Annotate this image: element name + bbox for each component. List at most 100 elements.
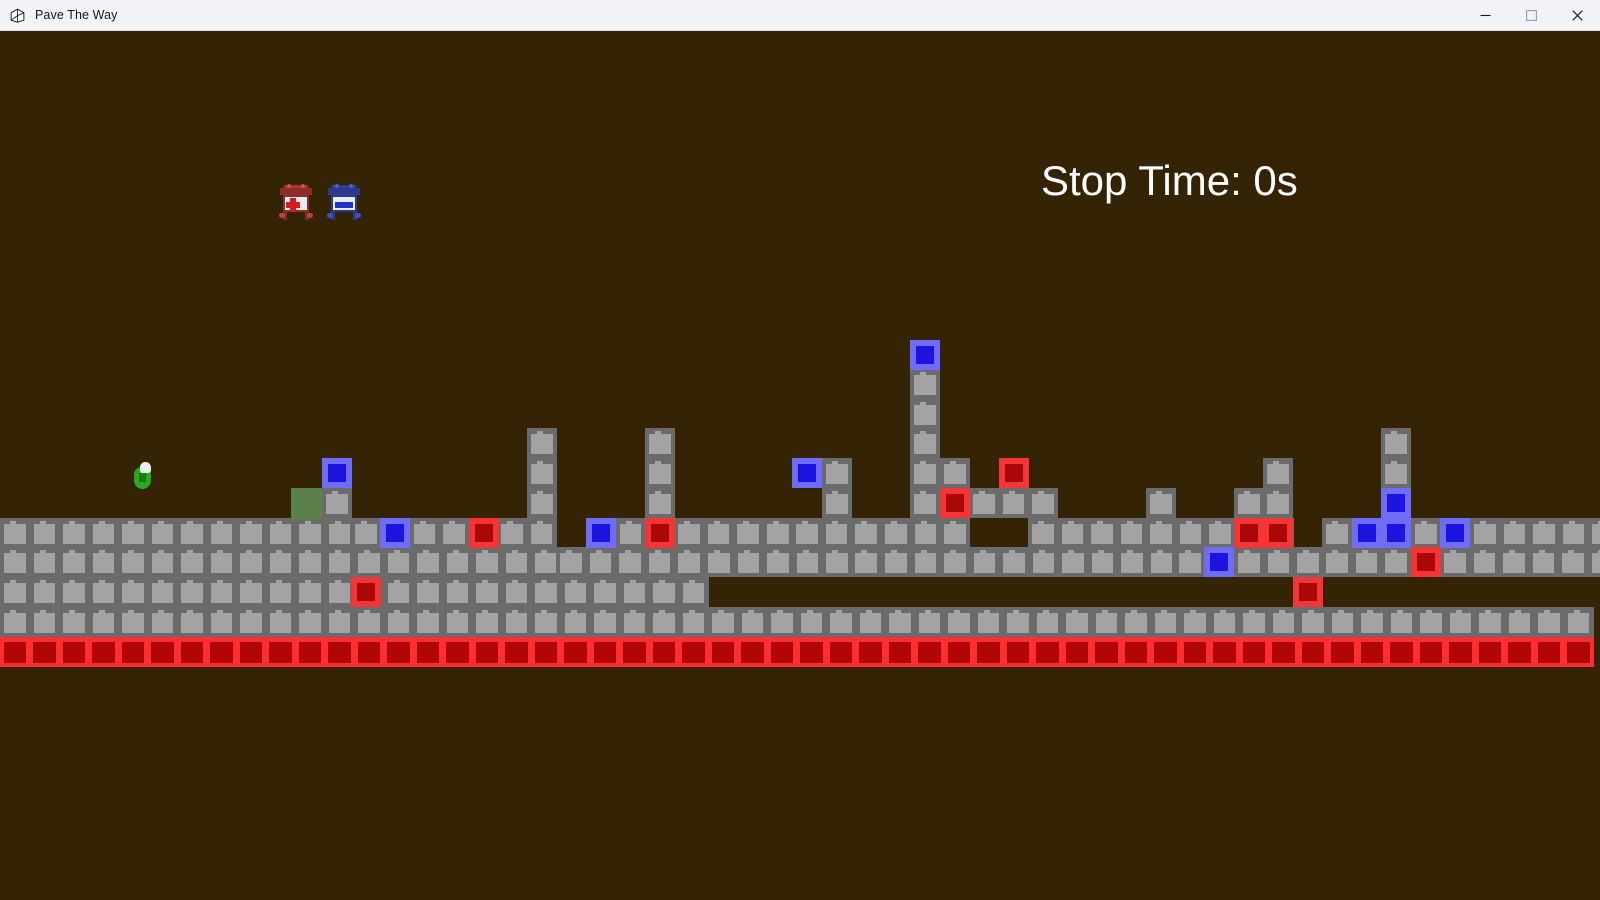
stone-block[interactable] bbox=[527, 458, 557, 488]
stone-block[interactable] bbox=[118, 547, 148, 577]
hazard-lava-block[interactable] bbox=[737, 637, 768, 667]
stone-block[interactable] bbox=[645, 428, 675, 458]
stone-block[interactable] bbox=[295, 577, 325, 607]
maximize-button[interactable] bbox=[1508, 0, 1554, 31]
hazard-lava-block[interactable] bbox=[1327, 637, 1358, 667]
hazard-lava-block[interactable] bbox=[1534, 637, 1564, 667]
hazard-lava-block[interactable] bbox=[177, 637, 207, 667]
stone-block[interactable] bbox=[1180, 607, 1210, 637]
hazard-lava-block[interactable] bbox=[383, 637, 414, 667]
hazard-lava-block[interactable] bbox=[1386, 637, 1417, 667]
stone-block[interactable] bbox=[324, 577, 355, 607]
hazard-lava-block[interactable] bbox=[324, 637, 355, 667]
stone-block[interactable] bbox=[177, 607, 207, 637]
stone-block[interactable] bbox=[1534, 607, 1564, 637]
stone-block[interactable] bbox=[147, 577, 178, 607]
stone-block[interactable] bbox=[910, 458, 940, 488]
stone-block[interactable] bbox=[1529, 518, 1559, 548]
blue-power-block[interactable] bbox=[322, 458, 352, 488]
stone-block[interactable] bbox=[973, 607, 1004, 637]
stone-block[interactable] bbox=[1327, 607, 1358, 637]
stone-block[interactable] bbox=[1470, 518, 1500, 548]
stone-block[interactable] bbox=[644, 547, 675, 577]
stone-block[interactable] bbox=[383, 607, 414, 637]
stone-block[interactable] bbox=[118, 518, 148, 548]
stone-block[interactable] bbox=[703, 518, 734, 548]
stone-block[interactable] bbox=[1504, 607, 1535, 637]
stone-block[interactable] bbox=[674, 547, 704, 577]
stone-block[interactable] bbox=[295, 607, 325, 637]
stone-block[interactable] bbox=[147, 518, 178, 548]
stone-block[interactable] bbox=[1440, 547, 1470, 577]
minimize-button[interactable] bbox=[1462, 0, 1508, 31]
stone-block[interactable] bbox=[585, 547, 616, 577]
stone-block[interactable] bbox=[118, 607, 148, 637]
stone-block[interactable] bbox=[1146, 547, 1177, 577]
stone-block[interactable] bbox=[1381, 547, 1411, 577]
stone-block[interactable] bbox=[1087, 547, 1118, 577]
hazard-lava-block[interactable] bbox=[619, 637, 650, 667]
stone-block[interactable] bbox=[826, 607, 856, 637]
stone-block[interactable] bbox=[147, 607, 178, 637]
stone-block[interactable] bbox=[851, 518, 881, 548]
hazard-lava-block[interactable] bbox=[0, 637, 30, 667]
hazard-lava-block[interactable] bbox=[1357, 637, 1387, 667]
stone-block[interactable] bbox=[1146, 488, 1176, 518]
stone-block[interactable] bbox=[1032, 607, 1063, 637]
red-power-block[interactable] bbox=[645, 518, 675, 548]
red-power-block[interactable] bbox=[1293, 577, 1323, 607]
stone-block[interactable] bbox=[792, 547, 823, 577]
hazard-lava-block[interactable] bbox=[236, 637, 266, 667]
stone-block[interactable] bbox=[1588, 518, 1600, 548]
stone-block[interactable] bbox=[1087, 518, 1117, 548]
stone-block[interactable] bbox=[822, 547, 852, 577]
hazard-lava-block[interactable] bbox=[796, 637, 827, 667]
hazard-lava-block[interactable] bbox=[944, 637, 974, 667]
hazard-lava-block[interactable] bbox=[1504, 637, 1535, 667]
hazard-lava-block[interactable] bbox=[826, 637, 856, 667]
hazard-lava-block[interactable] bbox=[1091, 637, 1122, 667]
stone-block[interactable] bbox=[1117, 547, 1147, 577]
stone-block[interactable] bbox=[1058, 547, 1088, 577]
stone-block[interactable] bbox=[265, 577, 296, 607]
hazard-lava-block[interactable] bbox=[767, 637, 797, 667]
stone-block[interactable] bbox=[1411, 518, 1441, 548]
hazard-lava-block[interactable] bbox=[206, 637, 237, 667]
blue-power-block[interactable] bbox=[1381, 518, 1411, 548]
stone-block[interactable] bbox=[1322, 518, 1352, 548]
hazard-lava-block[interactable] bbox=[1121, 637, 1151, 667]
stone-block[interactable] bbox=[1239, 607, 1269, 637]
stone-block[interactable] bbox=[767, 607, 797, 637]
hazard-lava-block[interactable] bbox=[354, 637, 384, 667]
stone-block[interactable] bbox=[792, 518, 822, 548]
stone-block[interactable] bbox=[409, 518, 440, 548]
stone-block[interactable] bbox=[969, 547, 1000, 577]
stone-block[interactable] bbox=[704, 547, 734, 577]
stone-block[interactable] bbox=[1263, 458, 1293, 488]
stone-block[interactable] bbox=[177, 577, 207, 607]
hazard-lava-block[interactable] bbox=[1180, 637, 1210, 667]
stone-block[interactable] bbox=[354, 607, 384, 637]
stone-block[interactable] bbox=[472, 577, 502, 607]
blue-power-block[interactable] bbox=[792, 458, 822, 488]
hazard-lava-block[interactable] bbox=[708, 637, 738, 667]
stone-block[interactable] bbox=[619, 607, 650, 637]
stone-block[interactable] bbox=[531, 577, 561, 607]
blue-power-block[interactable] bbox=[380, 518, 410, 548]
stone-block[interactable] bbox=[526, 518, 557, 548]
stone-block[interactable] bbox=[206, 547, 237, 577]
stone-block[interactable] bbox=[1091, 607, 1122, 637]
red-power-block[interactable] bbox=[469, 518, 499, 548]
stone-block[interactable] bbox=[969, 488, 999, 518]
stone-block[interactable] bbox=[29, 547, 60, 577]
blue-power-block[interactable] bbox=[1204, 547, 1234, 577]
stone-block[interactable] bbox=[1563, 607, 1594, 637]
stone-block[interactable] bbox=[236, 518, 266, 548]
stone-block[interactable] bbox=[1298, 607, 1328, 637]
stone-block[interactable] bbox=[0, 547, 30, 577]
stone-block[interactable] bbox=[615, 518, 646, 548]
stone-block[interactable] bbox=[910, 547, 941, 577]
stone-block[interactable] bbox=[439, 518, 469, 548]
stone-block[interactable] bbox=[1150, 607, 1181, 637]
stone-block[interactable] bbox=[910, 428, 940, 458]
